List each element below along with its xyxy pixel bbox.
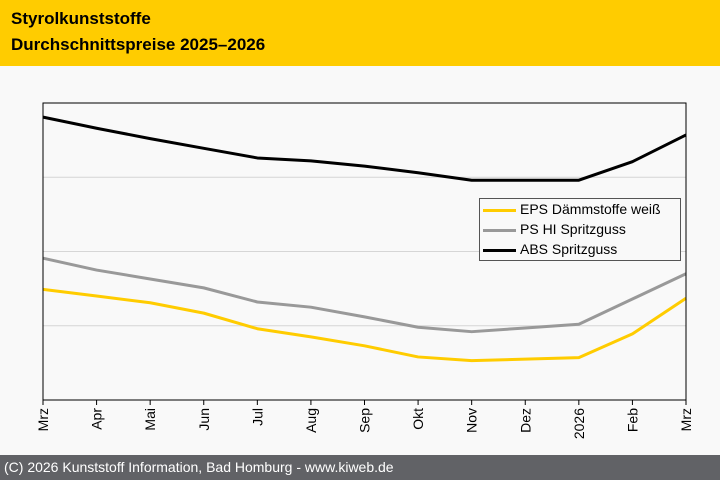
x-tick-label: Feb: [624, 408, 640, 432]
x-tick-label: Mai: [142, 408, 158, 431]
legend-item-ps: PS HI Spritzguss: [480, 220, 680, 239]
x-tick-label: Jul: [249, 408, 265, 426]
x-tick-label: Jun: [196, 408, 212, 431]
x-tick-label: Dez: [517, 408, 533, 433]
legend-swatch-eps: [483, 209, 516, 212]
x-tick-label: Mrz: [678, 408, 694, 431]
x-tick-label: Nov: [464, 408, 480, 433]
legend-swatch-abs: [483, 249, 516, 252]
x-tick-label: Apr: [89, 408, 105, 430]
legend-label: PS HI Spritzguss: [520, 221, 626, 237]
legend: EPS Dämmstoffe weiß PS HI Spritzguss ABS…: [479, 198, 681, 261]
x-axis-ticks: [42, 400, 687, 405]
x-tick-label: Okt: [410, 408, 426, 430]
footer-bar: (C) 2026 Kunststoff Information, Bad Hom…: [0, 455, 720, 480]
legend-swatch-ps: [483, 229, 516, 232]
legend-label: ABS Spritzguss: [520, 241, 618, 257]
header-bar: Styrolkunststoffe Durchschnittspreise 20…: [0, 0, 720, 66]
x-tick-label: Mrz: [35, 408, 51, 431]
chart-subtitle: Durchschnittspreise 2025–2026: [11, 35, 266, 54]
legend-item-abs: ABS Spritzguss: [480, 240, 680, 259]
legend-item-eps: EPS Dämmstoffe weiß: [480, 200, 680, 219]
legend-label: EPS Dämmstoffe weiß: [520, 201, 661, 217]
x-tick-label: Aug: [303, 408, 319, 433]
copyright-text: (C) 2026 Kunststoff Information, Bad Hom…: [4, 459, 394, 475]
chart-title: Styrolkunststoffe: [11, 9, 151, 28]
x-axis-labels: Mrz Apr Mai Jun Jul Aug Sep Okt Nov Dez 2026 Feb Mrz: [35, 408, 694, 439]
series-lines: [42, 115, 687, 363]
x-tick-label: Sep: [357, 408, 373, 433]
x-tick-label: 2026: [571, 408, 587, 439]
